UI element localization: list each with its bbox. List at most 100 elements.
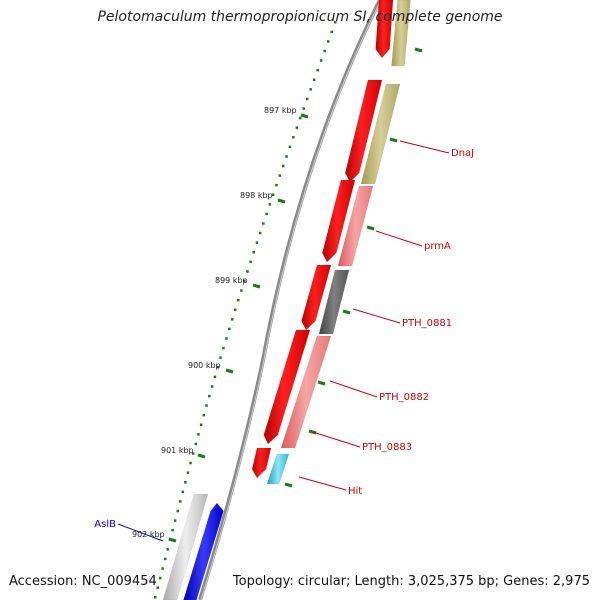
ruler-dot <box>159 576 162 580</box>
scale-tick <box>225 368 234 374</box>
ruler-dot <box>161 567 164 570</box>
ruler-dot <box>334 21 337 24</box>
ruler-dot <box>262 222 265 225</box>
ruler-dot <box>237 298 240 302</box>
ruler-dot <box>191 452 195 455</box>
forward-cds-arrow <box>263 329 311 445</box>
feature-tick <box>414 47 423 53</box>
scale-tick <box>252 283 261 289</box>
ruler-dot <box>171 528 174 532</box>
ruler-dot <box>285 155 288 158</box>
gene-label[interactable]: PTH_0881 <box>402 318 452 329</box>
ruler-dot <box>240 289 243 292</box>
ruler-dot <box>210 385 214 388</box>
forward-cds-arrow <box>301 264 332 331</box>
feature-tick <box>342 309 351 315</box>
feature-track <box>162 0 423 600</box>
ruler-dot <box>166 548 169 551</box>
ruler-dot <box>268 203 272 206</box>
scale-tick-label: 900 kbp <box>188 361 221 370</box>
ruler-dot <box>208 394 211 398</box>
gene-label[interactable]: Hit <box>348 486 362 497</box>
pink-feature <box>337 185 374 267</box>
scale-tick-label: 901 kbp <box>161 446 194 455</box>
ruler-dot <box>258 231 262 235</box>
ruler-dot <box>255 241 259 244</box>
ruler-dot <box>181 490 185 494</box>
grey-feature <box>162 493 209 600</box>
scale-tick-label: 902 kbp <box>132 530 165 539</box>
scale-tick <box>277 198 286 204</box>
dark-feature <box>318 269 350 335</box>
ruler-dot <box>197 433 200 436</box>
olive-feature <box>360 83 401 185</box>
forward-cds-arrow <box>322 179 356 263</box>
map-title: Pelotomaculum thermopropionicum SI, comp… <box>97 9 503 25</box>
feature-tick <box>366 225 375 231</box>
ruler-dot <box>312 78 316 81</box>
pink-feature <box>280 335 332 449</box>
ruler-dot <box>173 519 177 522</box>
ruler-dot <box>202 413 206 417</box>
scale-ruler: 897 kbp 898 kbp 899 kbp 900 kbp 901 kbp 902 k… <box>132 106 309 543</box>
ruler-dot <box>199 423 203 426</box>
ruler-dot <box>156 586 159 589</box>
accession-text: Accession: NC_009454 <box>9 574 157 589</box>
ruler-dot <box>302 107 305 110</box>
scale-tick-label: 899 kbp <box>215 276 248 285</box>
cyan-feature <box>266 453 290 485</box>
ruler-dot <box>305 97 309 101</box>
gene-label-leader <box>399 140 450 154</box>
ruler-dot <box>228 327 231 331</box>
scale-tick <box>300 113 309 119</box>
forward-cds-arrow <box>344 79 383 183</box>
ruler-dot <box>234 308 237 311</box>
ruler-dot <box>184 481 187 484</box>
forward-cds-arrow <box>375 0 394 59</box>
gene-label[interactable]: prmA <box>424 241 451 252</box>
ruler-dot <box>231 318 234 321</box>
gene-label[interactable]: PTH_0882 <box>379 392 429 403</box>
ruler-dot <box>265 212 268 216</box>
ruler-dots <box>154 21 337 599</box>
ruler-dot <box>213 375 217 379</box>
ruler-dot <box>309 88 312 91</box>
ruler-dot <box>222 346 225 350</box>
gene-label[interactable]: PTH_0883 <box>362 442 412 453</box>
ruler-dot <box>154 596 157 599</box>
feature-tick <box>317 380 326 386</box>
ruler-dot <box>271 193 275 196</box>
ruler-dot <box>216 366 219 369</box>
gene-label-leader <box>375 230 423 247</box>
ruler-dot <box>275 183 278 187</box>
gene-label[interactable]: AslB <box>94 519 116 530</box>
ruler-dot <box>225 337 228 340</box>
gene-label-leader <box>329 380 378 398</box>
feature-tick <box>389 137 398 143</box>
ruler-dot <box>327 40 330 43</box>
gene-label-leader <box>117 523 164 542</box>
genome-backbone-highlight <box>200 0 382 600</box>
gene-label[interactable]: DnaJ <box>451 148 474 159</box>
ruler-dot <box>243 279 246 283</box>
gene-label-leader <box>312 431 361 448</box>
ruler-dot <box>295 126 299 129</box>
scale-tick-label: 897 kbp <box>264 106 297 115</box>
ruler-dot <box>323 49 326 53</box>
topology-text: Topology: circular; Length: 3,025,375 bp… <box>232 574 590 589</box>
feature-tick <box>284 482 293 488</box>
ruler-dot <box>252 251 255 254</box>
gene-label-leader <box>352 308 401 324</box>
ruler-dot <box>292 136 295 139</box>
genome-backbone <box>198 0 382 600</box>
ruler-dot <box>189 461 192 465</box>
scale-tick <box>168 537 177 543</box>
ruler-dot <box>278 174 282 177</box>
ruler-dot <box>299 116 302 120</box>
ruler-dot <box>249 260 252 264</box>
ruler-dot <box>194 442 198 446</box>
ruler-dot <box>246 270 249 273</box>
reverse-cds-arrow <box>183 502 224 600</box>
